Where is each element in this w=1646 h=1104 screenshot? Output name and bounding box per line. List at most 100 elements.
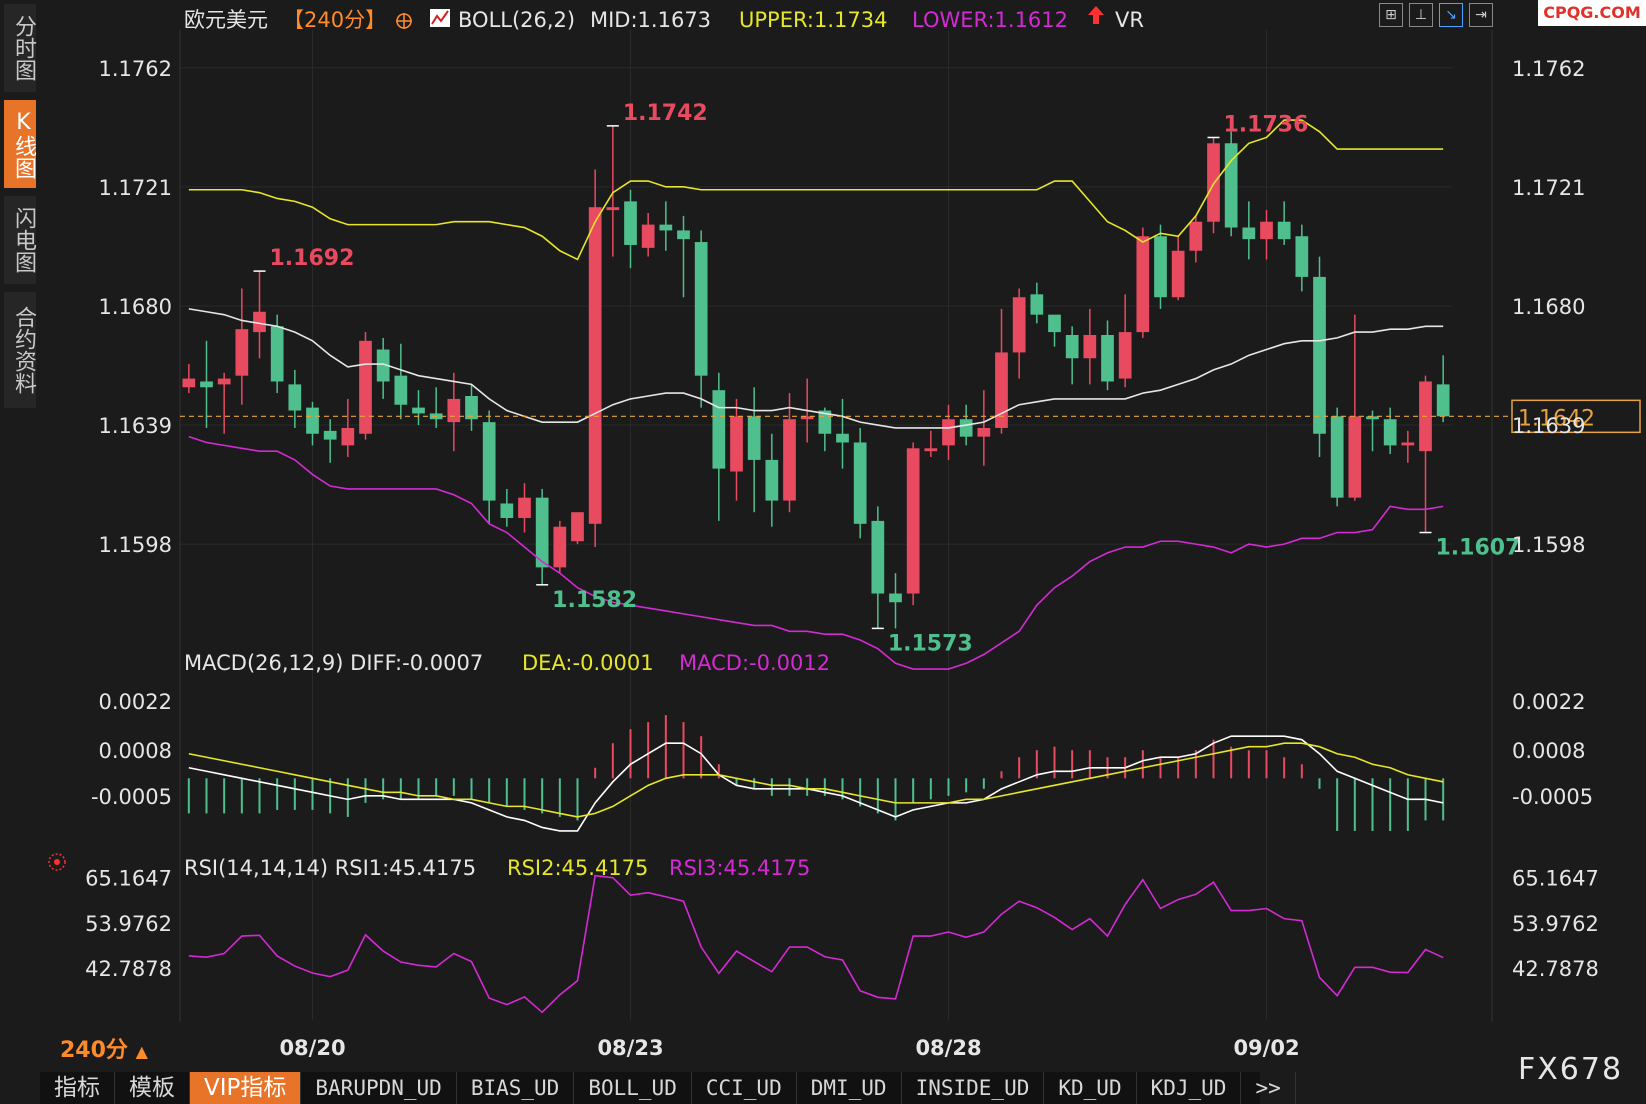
rsi-ytick-left: 53.9762 — [85, 912, 172, 936]
candles — [182, 125, 1450, 629]
candle-body — [518, 497, 531, 518]
candle-body — [217, 378, 231, 385]
candle-body — [359, 340, 372, 434]
crosshair-icon[interactable] — [396, 13, 412, 29]
boll-mid-line — [188, 308, 1444, 429]
tab-templates[interactable]: 模板 — [115, 1072, 190, 1104]
ytick-left: 1.1598 — [99, 533, 172, 557]
tab-cci[interactable]: CCI_UD — [692, 1072, 797, 1104]
candle-body — [1048, 314, 1061, 333]
candle-body — [270, 326, 284, 382]
candle-body — [235, 329, 249, 376]
tab-vip-indicators[interactable]: VIP指标 — [190, 1072, 302, 1104]
candle-body — [977, 427, 991, 437]
ytick-right: 1.1639 — [1512, 414, 1585, 438]
candle-body — [306, 407, 319, 434]
sidebar-item-flash[interactable]: 闪电图 — [4, 196, 36, 284]
sidebar-item-timeshare[interactable]: 分时图 — [4, 4, 36, 92]
extreme-label: 1.1692 — [270, 246, 355, 271]
candle-body — [1295, 236, 1309, 277]
candle-body — [765, 459, 779, 501]
ytick-left: 1.1639 — [99, 414, 172, 438]
candle-body — [1383, 419, 1397, 446]
tab-kd[interactable]: KD_UD — [1044, 1072, 1137, 1104]
extreme-label: 1.1742 — [623, 101, 708, 126]
sidebar-item-contract[interactable]: 合约资料 — [4, 292, 36, 408]
price-labels: 1.1692 1.1742 1.1582 1.1573 1.1736 1.1607 — [253, 101, 1520, 656]
candle-body — [394, 375, 408, 405]
candle-body — [253, 311, 266, 333]
xtick-label: 09/02 — [1233, 1036, 1299, 1060]
candle-body — [871, 520, 885, 594]
candle-body — [783, 419, 796, 501]
current-price-label: 1.1642 — [1518, 406, 1595, 431]
sidebar: 分时图 K线图 闪电图 合约资料 — [0, 0, 38, 430]
xtick-label: 08/20 — [279, 1036, 345, 1060]
candle-body — [1242, 227, 1256, 240]
rsi-ytick-right: 65.1647 — [1512, 866, 1599, 890]
candle-body — [659, 224, 673, 231]
indicator-tabbar: 指标 模板 VIP指标 BARUPDN_UD BIAS_UD BOLL_UD C… — [40, 1072, 1296, 1104]
candle-body — [730, 416, 743, 472]
candle-body — [1118, 332, 1132, 379]
settings-icon[interactable] — [48, 853, 66, 871]
candle-body — [341, 427, 355, 446]
tab-indicators[interactable]: 指标 — [40, 1072, 115, 1104]
vr-label: VR — [1115, 8, 1144, 32]
candle-body — [412, 407, 425, 414]
tab-kdj[interactable]: KDJ_UD — [1137, 1072, 1242, 1104]
extreme-label: 1.1582 — [552, 588, 637, 613]
macd-ytick-left: 0.0008 — [99, 739, 172, 763]
extreme-label: 1.1573 — [888, 631, 973, 656]
rsi-ytick-right: 53.9762 — [1512, 912, 1599, 936]
grid-view-icon[interactable]: ⊞ — [1379, 3, 1403, 27]
candle-body — [182, 378, 196, 388]
candle-body — [924, 448, 938, 452]
rsi3-label: RSI3:45.4175 — [669, 856, 810, 880]
candle-body — [1436, 384, 1450, 417]
candle-body — [1154, 236, 1167, 298]
chart-table-icon[interactable]: ⊥ — [1409, 3, 1433, 27]
exit-fullscreen-icon[interactable]: ⇥ — [1469, 3, 1493, 27]
upper-label: UPPER:1.1734 — [739, 8, 887, 32]
candle-body — [1348, 416, 1362, 498]
candle-body — [1065, 335, 1079, 359]
candle-body — [641, 224, 655, 248]
tab-bias[interactable]: BIAS_UD — [457, 1072, 575, 1104]
candle-body — [1012, 297, 1026, 353]
candle-body — [447, 398, 461, 423]
macd-diff-line — [188, 735, 1444, 832]
candle-body — [624, 201, 637, 245]
candle-body — [694, 242, 708, 376]
macd-ytick-left: -0.0005 — [91, 785, 172, 809]
rsi-ytick-left: 65.1647 — [85, 866, 172, 890]
candle-body — [1083, 335, 1097, 359]
tab-dmi[interactable]: DMI_UD — [797, 1072, 902, 1104]
indicator-chart-icon[interactable] — [430, 9, 450, 27]
candle-body — [1207, 143, 1220, 222]
candle-body — [959, 419, 973, 437]
current-price-box — [1511, 399, 1641, 434]
arrow-up-icon — [1088, 6, 1104, 24]
kline-mode-icon[interactable]: ↘ — [1439, 3, 1463, 27]
tab-inside[interactable]: INSIDE_UD — [902, 1072, 1045, 1104]
rsi-title: RSI(14,14,14) RSI1:45.4175 — [184, 856, 476, 880]
ytick-right: 1.1598 — [1512, 533, 1585, 557]
tab-more[interactable]: >> — [1241, 1072, 1296, 1104]
tab-barupdn[interactable]: BARUPDN_UD — [301, 1072, 457, 1104]
candle-body — [836, 433, 849, 443]
candle-body — [712, 390, 726, 469]
candle-body — [853, 442, 867, 524]
candle-body — [376, 349, 390, 382]
sidebar-item-kline[interactable]: K线图 — [4, 100, 36, 188]
rsi-ytick-left: 42.7878 — [85, 957, 172, 981]
tab-boll[interactable]: BOLL_UD — [574, 1072, 692, 1104]
candle-body — [1136, 236, 1150, 333]
xtick-label: 08/28 — [915, 1036, 981, 1060]
period-title: 【240分】 — [283, 8, 386, 32]
period-selector[interactable]: 240分 ▲ — [60, 1038, 148, 1063]
macd-dea-label: DEA:-0.0001 — [522, 651, 654, 675]
macd-ytick-right: 0.0022 — [1512, 690, 1585, 714]
triangle-up-icon: ▲ — [135, 1042, 148, 1061]
